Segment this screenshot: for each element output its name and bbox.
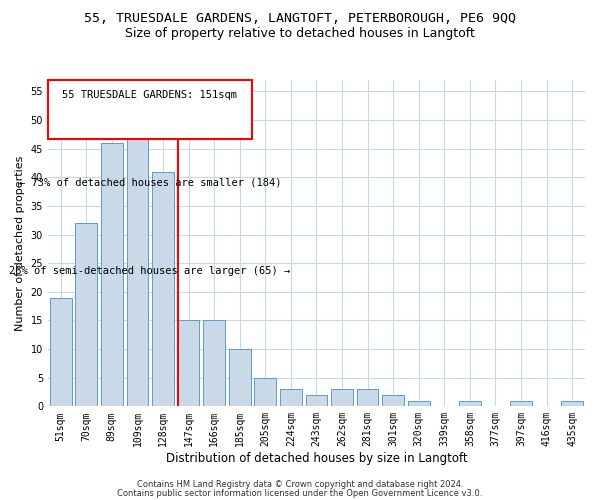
Y-axis label: Number of detached properties: Number of detached properties [15, 156, 25, 331]
Bar [357, 389, 379, 406]
Bar [203, 320, 225, 406]
Text: 26% of semi-detached houses are larger (65) →: 26% of semi-detached houses are larger (… [10, 266, 290, 276]
Bar [331, 389, 353, 406]
Bar [562, 400, 583, 406]
Bar [382, 395, 404, 406]
Bar [229, 349, 251, 406]
Text: 55, TRUESDALE GARDENS, LANGTOFT, PETERBOROUGH, PE6 9QQ: 55, TRUESDALE GARDENS, LANGTOFT, PETERBO… [84, 12, 516, 26]
Text: Contains public sector information licensed under the Open Government Licence v3: Contains public sector information licen… [118, 490, 482, 498]
Bar [101, 143, 123, 406]
Text: 55 TRUESDALE GARDENS: 151sqm: 55 TRUESDALE GARDENS: 151sqm [62, 90, 238, 100]
Bar [510, 400, 532, 406]
Bar [50, 298, 71, 406]
Text: Size of property relative to detached houses in Langtoft: Size of property relative to detached ho… [125, 28, 475, 40]
Bar [152, 172, 174, 406]
Bar [178, 320, 199, 406]
Bar [76, 223, 97, 406]
Text: ← 73% of detached houses are smaller (184): ← 73% of detached houses are smaller (18… [19, 178, 281, 188]
Bar [408, 400, 430, 406]
Bar [254, 378, 276, 406]
Text: Contains HM Land Registry data © Crown copyright and database right 2024.: Contains HM Land Registry data © Crown c… [137, 480, 463, 489]
X-axis label: Distribution of detached houses by size in Langtoft: Distribution of detached houses by size … [166, 452, 467, 465]
FancyBboxPatch shape [48, 80, 252, 138]
Bar [280, 389, 302, 406]
Bar [305, 395, 328, 406]
Bar [127, 132, 148, 406]
Bar [459, 400, 481, 406]
